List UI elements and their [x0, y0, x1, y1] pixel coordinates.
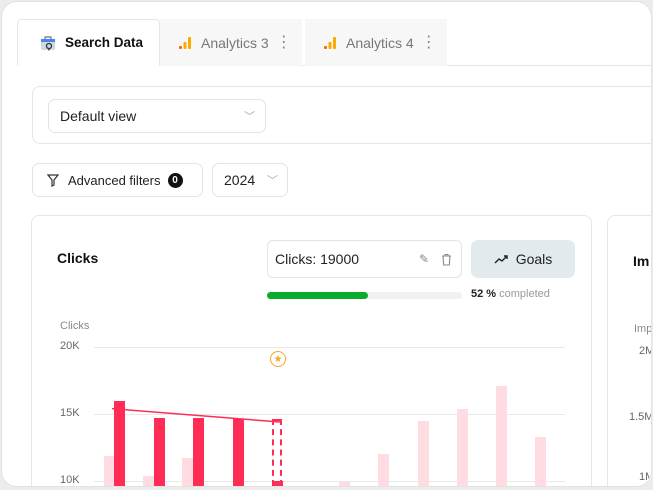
view-panel: Default view ﹀ [32, 86, 651, 144]
y-axis-label: Clicks [60, 320, 90, 332]
goal-value: Clicks: 19000 [275, 251, 360, 267]
clicks-chart: 20K 15K 10K ★ [32, 216, 591, 486]
analytics-bars-icon [324, 36, 336, 49]
bar-previous-year [143, 475, 155, 486]
bar-current-year [153, 418, 165, 486]
bar-current-year [114, 400, 125, 486]
tab-search-data[interactable]: Search Data [17, 19, 160, 66]
chevron-down-icon: ﹀ [267, 175, 278, 187]
bar-previous-year [104, 455, 115, 486]
filter-icon [47, 173, 59, 187]
advanced-filters-label: Advanced filters [68, 172, 161, 188]
trash-icon[interactable] [441, 253, 452, 266]
bar-current-year [193, 418, 204, 486]
goal-progress-fill [267, 292, 369, 299]
bar-previous-year [456, 408, 468, 486]
more-options-icon[interactable]: ⋮ [275, 33, 292, 51]
gridline [94, 414, 565, 415]
tab-label: Analytics 3 [201, 34, 269, 51]
tab-label: Analytics 4 [346, 34, 414, 51]
trend-up-icon [494, 255, 508, 264]
goals-button[interactable]: Goals [471, 240, 575, 278]
chevron-down-icon: ﹀ [244, 111, 255, 123]
trend-line-segment [111, 407, 281, 423]
goal-marker-icon: ★ [270, 351, 286, 367]
y-axis-label: Imp [634, 323, 652, 335]
progress-text: 52 % completed [471, 288, 550, 300]
analytics-bars-icon [179, 36, 191, 49]
bar-projected [272, 419, 282, 486]
edit-icon[interactable]: ✎ [418, 252, 429, 266]
y-tick: 10K [60, 474, 80, 486]
bar-previous-year [339, 482, 351, 486]
y-tick: 20K [60, 340, 80, 352]
bar-previous-year [182, 458, 194, 486]
y-tick: 1.5M [629, 411, 652, 423]
gridline [94, 347, 565, 348]
goal-field[interactable]: Clicks: 19000 ✎ [267, 240, 462, 278]
y-tick: 15K [60, 407, 80, 419]
search-console-icon [41, 36, 55, 50]
bar-previous-year [417, 420, 429, 486]
card-title: Im [633, 253, 650, 269]
y-tick: 1M [639, 471, 651, 483]
bar-previous-year [378, 454, 390, 486]
y-tick: 2M [639, 345, 651, 357]
clicks-card: Clicks Clicks: 19000 ✎ Goals 52 % comple… [31, 215, 592, 486]
trend-line [111, 407, 281, 423]
goals-label: Goals [515, 251, 553, 267]
tab-analytics-3[interactable]: Analytics 3 ⋮ [160, 19, 302, 66]
tab-analytics-4[interactable]: Analytics 4 ⋮ [305, 19, 447, 66]
filter-count-badge: 0 [167, 172, 183, 188]
more-options-icon[interactable]: ⋮ [420, 33, 437, 51]
advanced-filters-button[interactable]: Advanced filters 0 [32, 163, 203, 197]
view-select-value: Default view [60, 108, 137, 124]
tab-bar: Search Data Analytics 3 ⋮ Analytics 4 ⋮ [17, 19, 651, 66]
year-select[interactable]: 2024 ﹀ [212, 163, 288, 197]
year-select-value: 2024 [224, 172, 256, 188]
progress-suffix: completed [499, 288, 550, 300]
bar-previous-year [535, 436, 547, 486]
view-select[interactable]: Default view ﹀ [48, 99, 266, 133]
bar-current-year [272, 481, 283, 486]
tab-label: Search Data [65, 35, 144, 50]
progress-percent: 52 % [471, 288, 497, 300]
gridline [94, 481, 565, 482]
card-title: Clicks [57, 250, 99, 266]
bar-previous-year [496, 385, 507, 486]
impressions-card: Im Imp 2M 1.5M 1M [607, 215, 652, 486]
goal-progress-bar [267, 292, 462, 299]
bar-current-year [232, 419, 244, 486]
